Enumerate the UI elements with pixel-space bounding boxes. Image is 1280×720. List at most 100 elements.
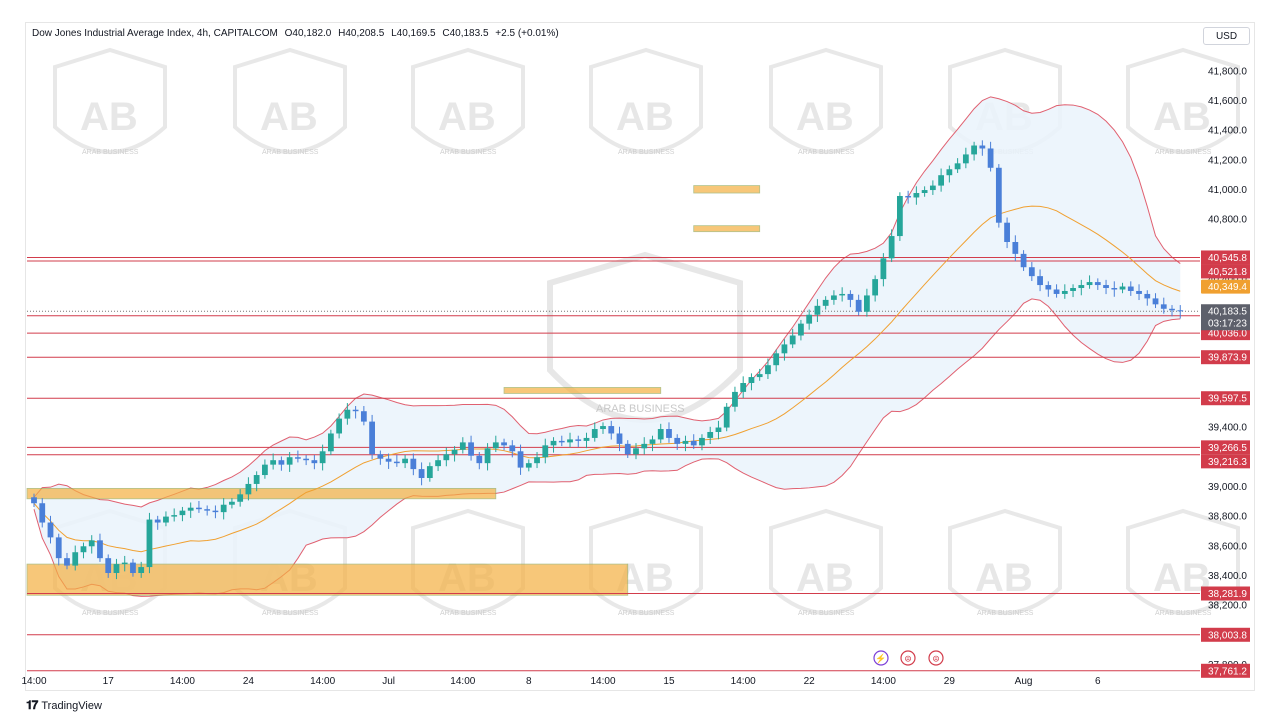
candle-body — [921, 190, 928, 194]
chart-pane[interactable] — [25, 22, 1255, 691]
level-badge-label: 37,761.2 — [1208, 666, 1247, 677]
level-badge-label: 39,216.3 — [1208, 457, 1247, 468]
y-axis-tick-label: 41,600.0 — [1208, 96, 1247, 107]
candle-body — [567, 439, 573, 443]
candle-body — [237, 494, 244, 502]
candle-body — [880, 258, 887, 280]
x-axis-tick-label: 14:00 — [871, 676, 896, 687]
candle-body — [525, 463, 532, 468]
candle-body — [262, 464, 268, 476]
candle-body — [270, 460, 277, 465]
candle-body — [954, 163, 961, 170]
last-price-badge-bg — [1201, 304, 1250, 331]
candle-body — [196, 507, 202, 510]
candle-body — [88, 540, 95, 547]
watermark-logo-mark: AB — [438, 95, 496, 139]
candle-body — [971, 145, 977, 155]
tradingview-brand: TradingView — [41, 699, 102, 712]
candle-body — [64, 558, 70, 566]
candle-body — [410, 458, 417, 470]
candle-body — [47, 522, 54, 538]
supply-demand-zone — [26, 563, 629, 596]
candle-body — [286, 457, 293, 465]
candle-body — [798, 323, 804, 336]
x-axis-tick-label: 15 — [663, 676, 675, 687]
supply-demand-zone — [693, 225, 761, 233]
candle-body — [962, 154, 969, 164]
candle-body — [154, 519, 161, 523]
level-badge-bg — [1201, 350, 1250, 365]
y-axis-tick-label: 41,200.0 — [1208, 155, 1247, 166]
tradingview-icon: 𝟏𝟕 — [26, 698, 38, 712]
candle-body — [517, 451, 524, 468]
level-badge-label: 39,266.5 — [1208, 443, 1247, 454]
sma-badge: 40,349.4 — [1208, 282, 1247, 293]
candle-body — [1094, 282, 1101, 286]
candle-body — [130, 562, 136, 574]
candle-body — [987, 148, 994, 168]
candle-body — [938, 175, 944, 186]
candle-body — [624, 443, 631, 455]
candle-body — [295, 457, 301, 459]
candle-body — [699, 437, 705, 446]
candle-body — [336, 418, 343, 434]
candle-body — [146, 519, 153, 568]
y-axis-tick-label: 38,400.0 — [1208, 571, 1247, 582]
x-axis-tick-label: 14:00 — [21, 676, 46, 687]
candle-body — [31, 497, 37, 504]
candle-body — [946, 169, 953, 176]
candle-body — [905, 195, 912, 198]
level-badge-label: 39,597.5 — [1208, 394, 1247, 405]
candle-body — [402, 458, 408, 464]
candle-body — [220, 504, 227, 513]
candle-body — [97, 540, 103, 559]
candle-body — [822, 299, 829, 306]
candle-body — [179, 510, 186, 516]
tradingview-logo[interactable]: 𝟏𝟕 TradingView — [26, 698, 102, 713]
y-axis-tick-label: 41,000.0 — [1208, 185, 1247, 196]
level-badge-bg — [1201, 440, 1250, 455]
symbol-legend: Dow Jones Industrial Average Index, 4h, … — [32, 28, 563, 39]
level-badge-label: 40,521.8 — [1208, 267, 1247, 278]
candle-body — [1111, 288, 1118, 290]
candle-body — [509, 445, 516, 452]
supply-demand-zone — [693, 185, 761, 194]
candle-body — [435, 460, 441, 467]
watermark-text: ARAB BUSINESS — [82, 149, 139, 156]
x-axis-tick-label: 22 — [804, 676, 816, 687]
candle-body — [929, 185, 936, 191]
level-badge-bg — [1201, 391, 1250, 406]
level-badge-bg — [1201, 663, 1250, 678]
y-axis-tick-label: 40,800.0 — [1208, 215, 1247, 226]
candle-body — [600, 426, 606, 430]
candle-body — [80, 546, 87, 553]
candle-body — [352, 409, 359, 412]
level-badge-label: 40,545.8 — [1208, 253, 1247, 264]
level-badge-label: 38,003.8 — [1208, 630, 1247, 641]
watermark-logo-mark: AB — [260, 95, 318, 139]
candle-body — [39, 503, 46, 523]
level-badge-label: 40,036.0 — [1208, 329, 1247, 340]
candle-body — [657, 429, 664, 440]
level-badge-bg — [1201, 586, 1250, 601]
y-axis-tick-label: 39,000.0 — [1208, 482, 1247, 493]
candle-body — [723, 406, 730, 428]
x-axis-tick-label: Jul — [382, 676, 395, 687]
candle-body — [344, 409, 351, 419]
candle-body — [311, 460, 318, 464]
y-axis-tick-label: 39,400.0 — [1208, 423, 1247, 434]
supply-demand-zone — [26, 487, 497, 500]
candle-body — [666, 429, 672, 438]
last-price-badge-label: 40,183.5 — [1208, 307, 1247, 318]
candle-body — [558, 440, 565, 443]
ohlc-close: C40,183.5 — [442, 28, 489, 39]
candle-body — [113, 564, 120, 574]
watermark-text: ARAB BUSINESS — [798, 610, 855, 617]
candle-body — [393, 461, 400, 464]
candle-body — [995, 167, 1002, 223]
candle-body — [839, 293, 846, 296]
x-axis-tick-label: Aug — [1015, 676, 1033, 687]
currency-button[interactable]: USD — [1203, 27, 1250, 45]
watermark-logo-mark: AB — [796, 95, 854, 139]
candle-body — [872, 279, 879, 296]
